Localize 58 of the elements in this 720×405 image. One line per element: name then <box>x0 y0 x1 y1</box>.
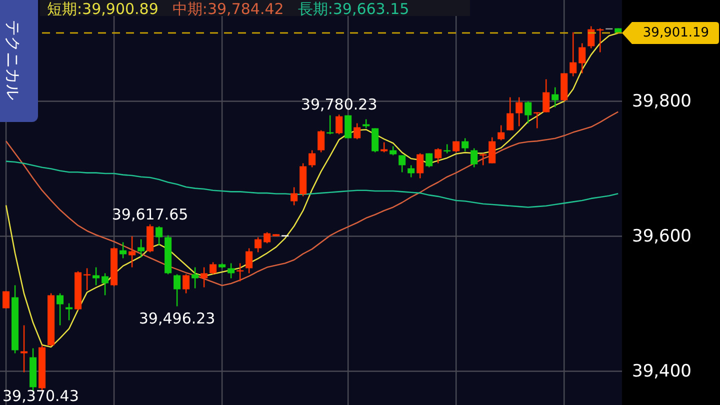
candlestick <box>210 262 217 275</box>
candlestick <box>408 164 415 178</box>
candlestick <box>516 96 523 127</box>
y-tick-label: 39,600 <box>632 226 692 246</box>
candlestick <box>66 302 73 321</box>
candlestick <box>578 42 586 74</box>
candlestick <box>308 150 316 168</box>
candlestick <box>498 124 505 141</box>
candlestick <box>318 130 325 153</box>
candlestick <box>434 148 442 164</box>
candlestick <box>354 122 361 140</box>
y-tick-label: 39,400 <box>632 361 692 382</box>
text: 長期:39,663.15 <box>298 0 410 18</box>
candlestick <box>56 292 64 326</box>
candlestick <box>182 274 190 294</box>
candlestick <box>102 272 109 296</box>
text: 中期:39,784.42 <box>172 0 284 18</box>
button: テクニカル <box>0 0 38 122</box>
candlestick <box>552 86 559 108</box>
candlestick <box>506 96 514 131</box>
annotation: 39,496.23 <box>138 309 216 328</box>
annotation: 39,780.23 <box>300 96 378 114</box>
annotation: 39,370.43 <box>2 387 79 405</box>
candlestick <box>120 242 127 259</box>
candlestick <box>570 32 577 77</box>
candlestick <box>542 78 550 113</box>
candlestick <box>380 142 388 153</box>
candlestick <box>398 154 406 173</box>
line-series <box>5 160 619 208</box>
candlestick <box>128 236 136 268</box>
candlestick <box>524 100 532 124</box>
candlestick <box>156 226 163 246</box>
candlestick <box>290 186 298 206</box>
candlestick <box>416 152 424 179</box>
candlestick <box>2 290 10 309</box>
annotation: 39,617.65 <box>112 205 188 224</box>
candlestick <box>20 324 28 373</box>
candlestick <box>462 138 469 152</box>
line-series <box>5 111 619 286</box>
ref-line-label: 39,901.19 <box>642 25 710 40</box>
candlestick <box>264 232 271 244</box>
candlestick <box>174 274 181 307</box>
candlestick <box>92 266 100 286</box>
candlestick <box>470 148 478 168</box>
candlestick <box>246 248 253 274</box>
candlestick <box>336 114 343 135</box>
candlestick <box>426 152 433 168</box>
candlestick <box>488 136 496 164</box>
candlestick <box>228 262 235 279</box>
candlestick <box>588 26 595 49</box>
y-tick-label: 39,800 <box>632 91 692 112</box>
candlestick <box>138 238 145 258</box>
candlestick <box>200 266 208 288</box>
candlestick <box>254 236 262 253</box>
candlestick <box>372 128 379 153</box>
annotation: テクニカル <box>4 20 22 100</box>
candlestick <box>192 266 199 289</box>
text: 短期:39,900.89 <box>47 0 158 18</box>
